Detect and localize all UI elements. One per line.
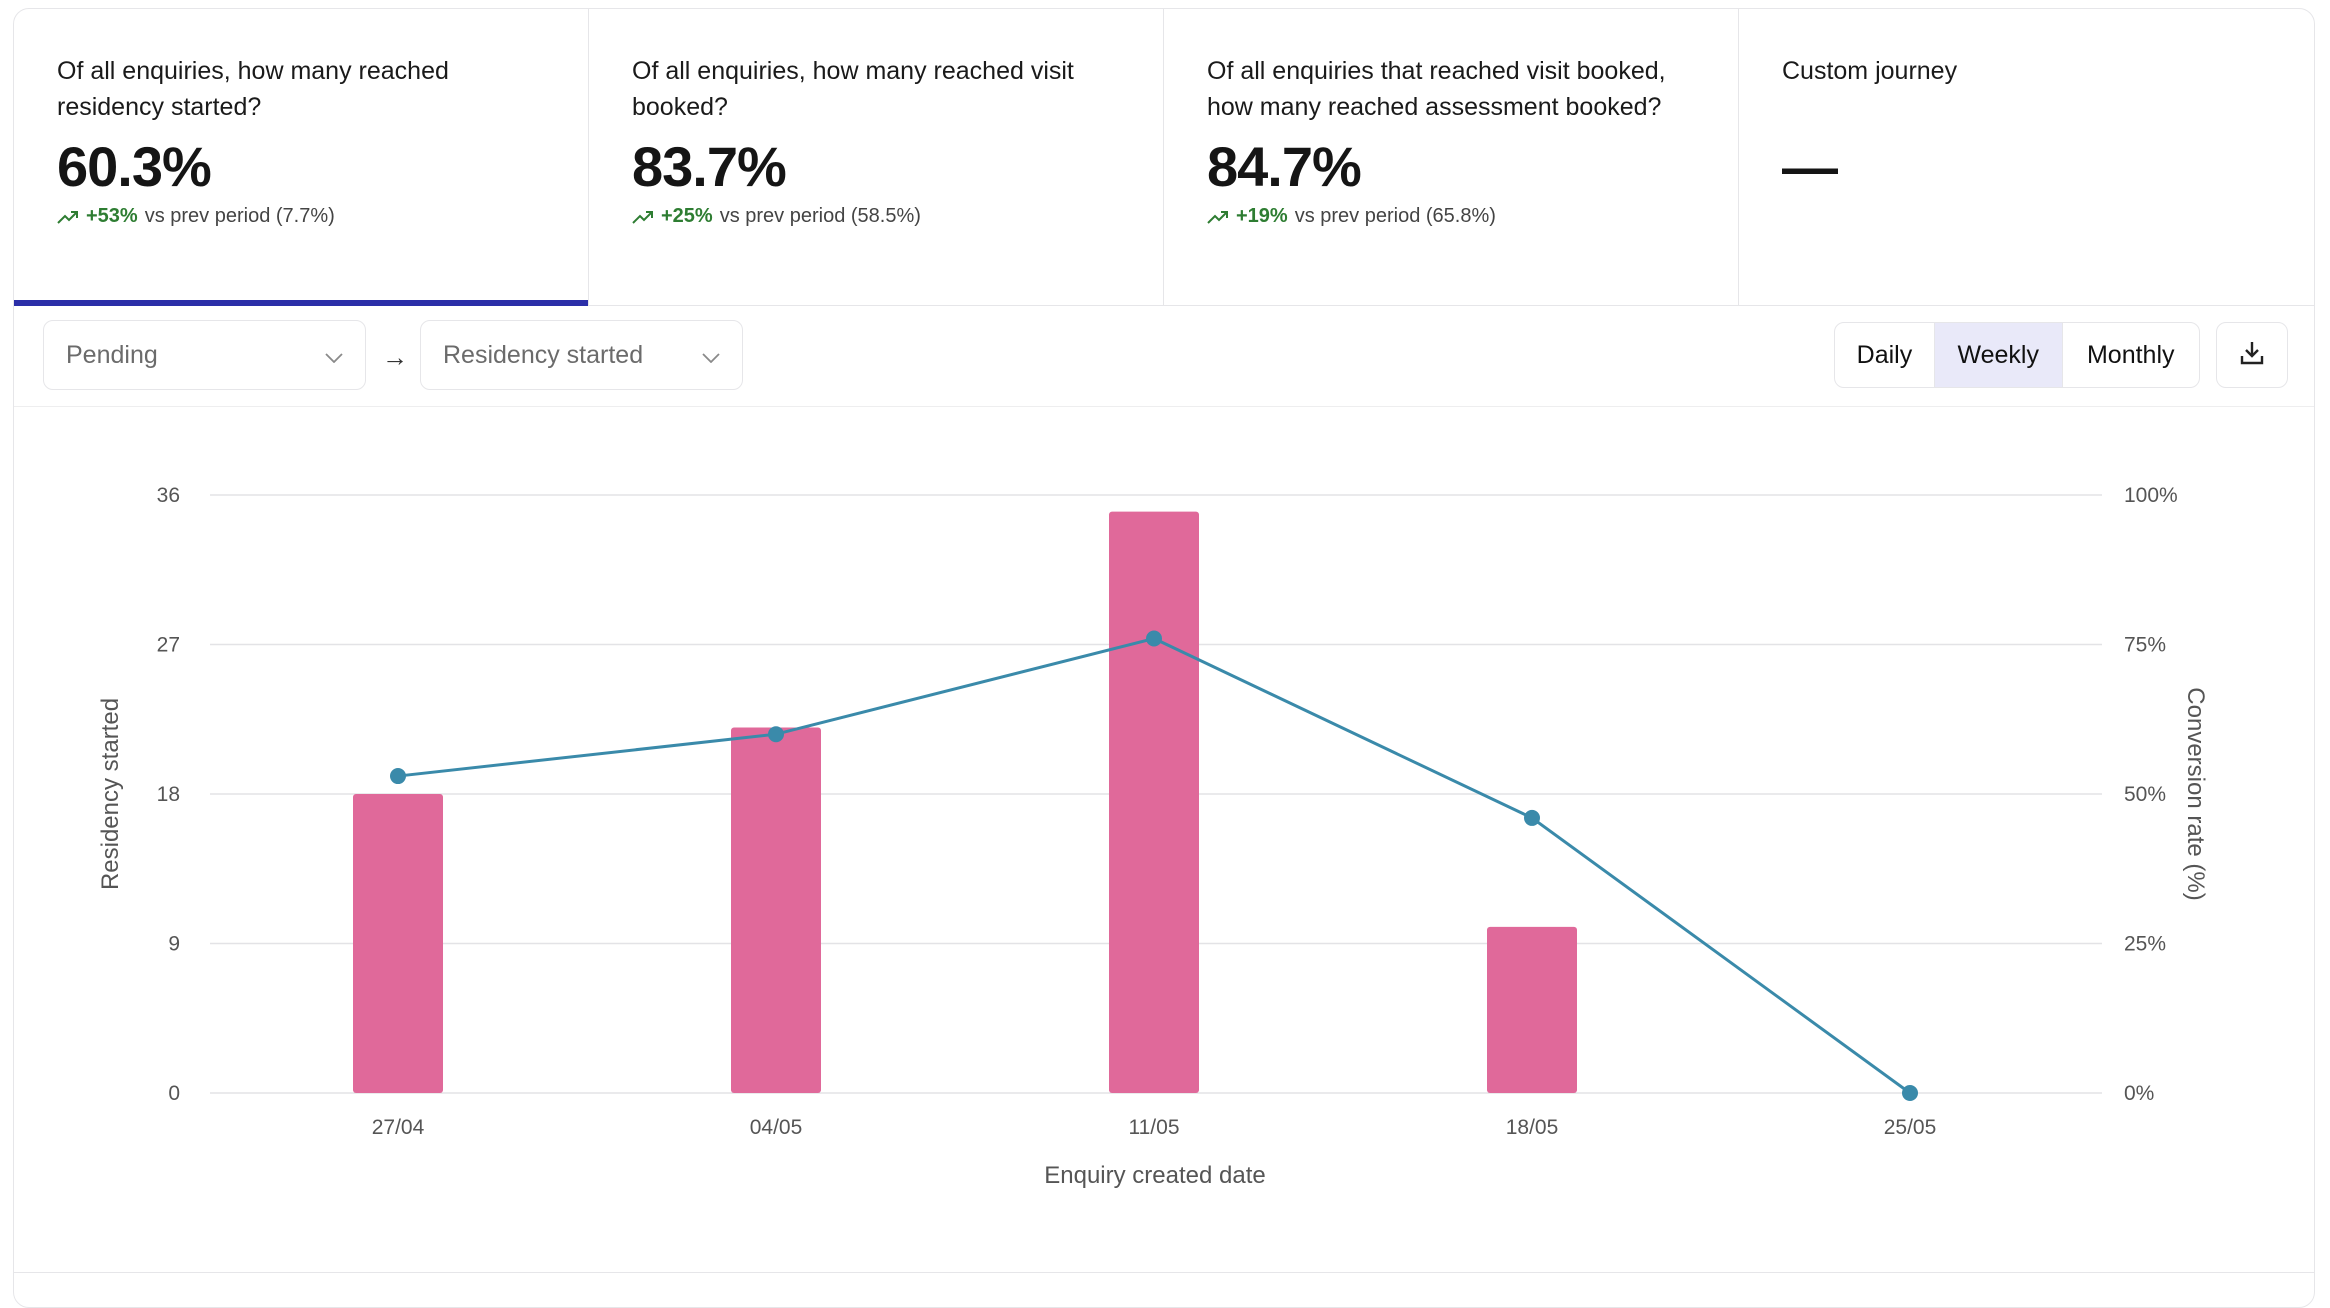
kpi-delta: +19% vs prev period (65.8%) (1207, 205, 1738, 228)
conversion-chart: 0 9 18 27 36 0% 25% 50% 75% 100% 27/04 04/05 11/05 18… (0, 410, 2330, 1230)
panel-divider (14, 1272, 2314, 1273)
trend-up-icon (57, 210, 79, 224)
kpi-card-residency-started[interactable]: Of all enquiries, how many reached resid… (14, 9, 589, 306)
kpi-row: Of all enquiries, how many reached resid… (14, 9, 2314, 306)
x-tick-label: 25/05 (1884, 1116, 1937, 1139)
y-tick-label: 0 (168, 1082, 180, 1105)
chart-svg: 0 9 18 27 36 0% 25% 50% 75% 100% 27/04 04/05 11/05 18… (97, 484, 2209, 1189)
line-point (1146, 630, 1162, 647)
kpi-comparison: vs prev period (65.8%) (1294, 205, 1496, 227)
y-tick-label: 9 (168, 933, 180, 956)
chevron-down-icon (702, 341, 720, 370)
chart-controls: Pending → Residency started Daily Weekly… (14, 306, 2314, 407)
arrow-right-icon: → (382, 342, 408, 372)
kpi-value: 83.7% (632, 135, 787, 198)
x-tick-label: 11/05 (1129, 1116, 1180, 1139)
kpi-card-visit-booked[interactable]: Of all enquiries, how many reached visit… (589, 9, 1164, 305)
line-point (1524, 809, 1540, 826)
kpi-question: Of all enquiries, how many reached visit… (632, 57, 1074, 121)
line-point (768, 726, 784, 743)
kpi-card-assessment-booked[interactable]: Of all enquiries that reached visit book… (1164, 9, 1739, 305)
y2-tick-label: 50% (2124, 783, 2166, 806)
bar (731, 727, 821, 1093)
granularity-toggle: Daily Weekly Monthly (1834, 322, 2200, 388)
x-tick-label: 04/05 (750, 1116, 803, 1139)
kpi-value: — (1782, 135, 1838, 198)
to-stage-select[interactable]: Residency started (420, 320, 743, 390)
chevron-down-icon (325, 341, 343, 370)
line-point (390, 768, 406, 785)
to-stage-value: Residency started (443, 340, 644, 369)
kpi-delta: +53% vs prev period (7.7%) (57, 205, 588, 228)
from-stage-select[interactable]: Pending (43, 320, 366, 390)
y2-tick-label: 0% (2124, 1082, 2154, 1105)
download-button[interactable] (2216, 322, 2288, 388)
kpi-delta: +25% vs prev period (58.5%) (632, 205, 1163, 228)
kpi-value: 84.7% (1207, 135, 1362, 198)
trend-up-icon (632, 210, 654, 224)
granularity-monthly-button[interactable]: Monthly (2086, 340, 2175, 369)
line-point (1902, 1085, 1918, 1101)
y2-tick-label: 25% (2124, 933, 2166, 956)
y-tick-label: 18 (157, 783, 180, 806)
y2-tick-label: 100% (2124, 484, 2178, 507)
bar (1487, 926, 1577, 1093)
y2-tick-label: 75% (2124, 634, 2166, 657)
y-axis-title: Residency started (97, 698, 124, 890)
kpi-question: Custom journey (1782, 57, 1958, 85)
kpi-value: 60.3% (57, 135, 212, 198)
kpi-comparison: vs prev period (7.7%) (144, 205, 335, 227)
y-tick-label: 27 (157, 634, 180, 657)
x-tick-label: 27/04 (372, 1116, 425, 1139)
y-tick-label: 36 (157, 484, 180, 507)
x-axis-title: Enquiry created date (1044, 1162, 1265, 1189)
kpi-question: Of all enquiries, how many reached resid… (57, 57, 449, 121)
kpi-comparison: vs prev period (58.5%) (719, 205, 921, 227)
bar (353, 794, 443, 1093)
trend-up-icon (1207, 210, 1229, 224)
y2-axis-title: Conversion rate (%) (2182, 687, 2209, 900)
granularity-weekly-button[interactable]: Weekly (1934, 323, 2063, 387)
bar (1109, 511, 1199, 1094)
kpi-delta-percent: +53% (86, 205, 138, 227)
granularity-daily-button[interactable]: Daily (1835, 323, 1935, 387)
kpi-delta-percent: +25% (661, 205, 713, 227)
from-stage-value: Pending (66, 340, 158, 369)
kpi-card-custom-journey[interactable]: Custom journey — (1739, 9, 2314, 305)
download-icon (2238, 339, 2266, 372)
x-tick-label: 18/05 (1506, 1116, 1559, 1139)
kpi-delta-percent: +19% (1236, 205, 1288, 227)
kpi-question: Of all enquiries that reached visit book… (1207, 57, 1666, 121)
